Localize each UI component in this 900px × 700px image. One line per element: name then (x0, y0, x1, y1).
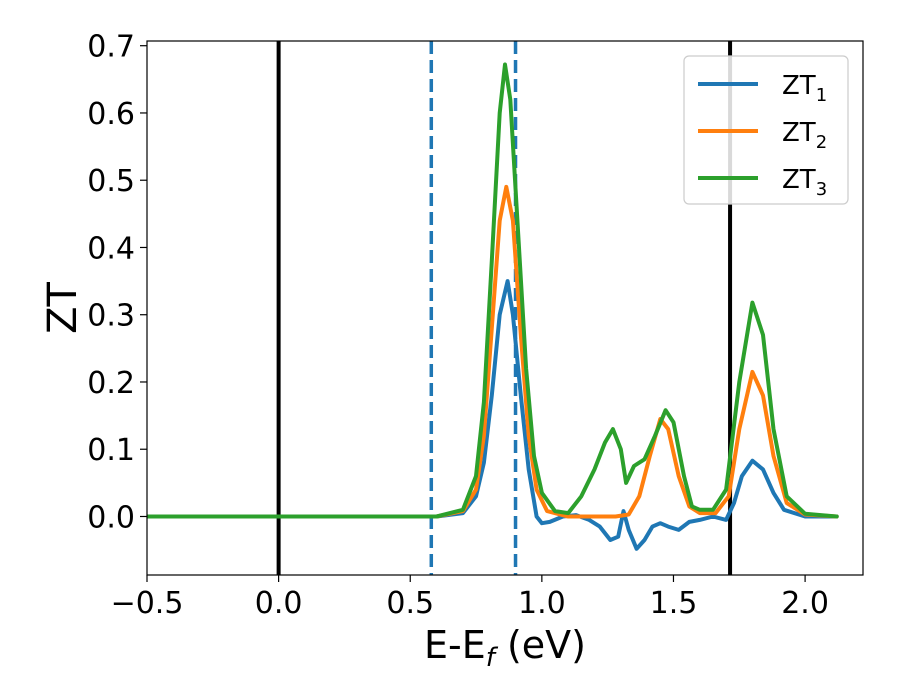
y-tick-label: 0.4 (87, 231, 135, 266)
x-tick-label: 1.5 (650, 586, 698, 621)
x-tick-label: 0.0 (255, 586, 303, 621)
x-tick-label: −0.5 (111, 586, 184, 621)
x-tick-label: 2.0 (781, 586, 829, 621)
y-tick-label: 0.6 (87, 97, 135, 132)
legend-label-zt2: ZT2 (782, 118, 827, 153)
axes (146, 40, 864, 576)
y-tick-label: 0.7 (87, 30, 135, 65)
y-tick-label: 0.2 (87, 366, 135, 401)
plot-frame (146, 40, 864, 576)
x-tick-label: 1.0 (518, 586, 566, 621)
y-tick-label: 0.3 (87, 299, 135, 334)
reference-lines (276, 41, 733, 575)
legend-label-zt3: ZT3 (782, 165, 827, 200)
y-tick-label: 0.1 (87, 433, 135, 468)
legend: ZT1 ZT2 ZT3 (683, 55, 849, 205)
series-line-zt3 (147, 62, 839, 519)
y-axis-label: ZT (40, 282, 86, 334)
legend-box (683, 55, 849, 205)
y-tick-label: 0.0 (87, 500, 135, 535)
y-axis-ticks: 0.0 0.1 0.2 0.3 0.4 0.5 0.6 0.7 (87, 30, 147, 535)
y-tick-label: 0.5 (87, 164, 135, 199)
x-axis-ticks: −0.5 0.0 0.5 1.0 1.5 2.0 (111, 575, 829, 621)
series-line-zt2 (147, 184, 839, 519)
series-line-zt1 (147, 279, 839, 551)
legend-label-zt1: ZT1 (782, 71, 827, 106)
series-lines (147, 62, 839, 551)
x-axis-label: E-Ef (eV) (424, 623, 586, 673)
x-tick-label: 0.5 (386, 586, 434, 621)
